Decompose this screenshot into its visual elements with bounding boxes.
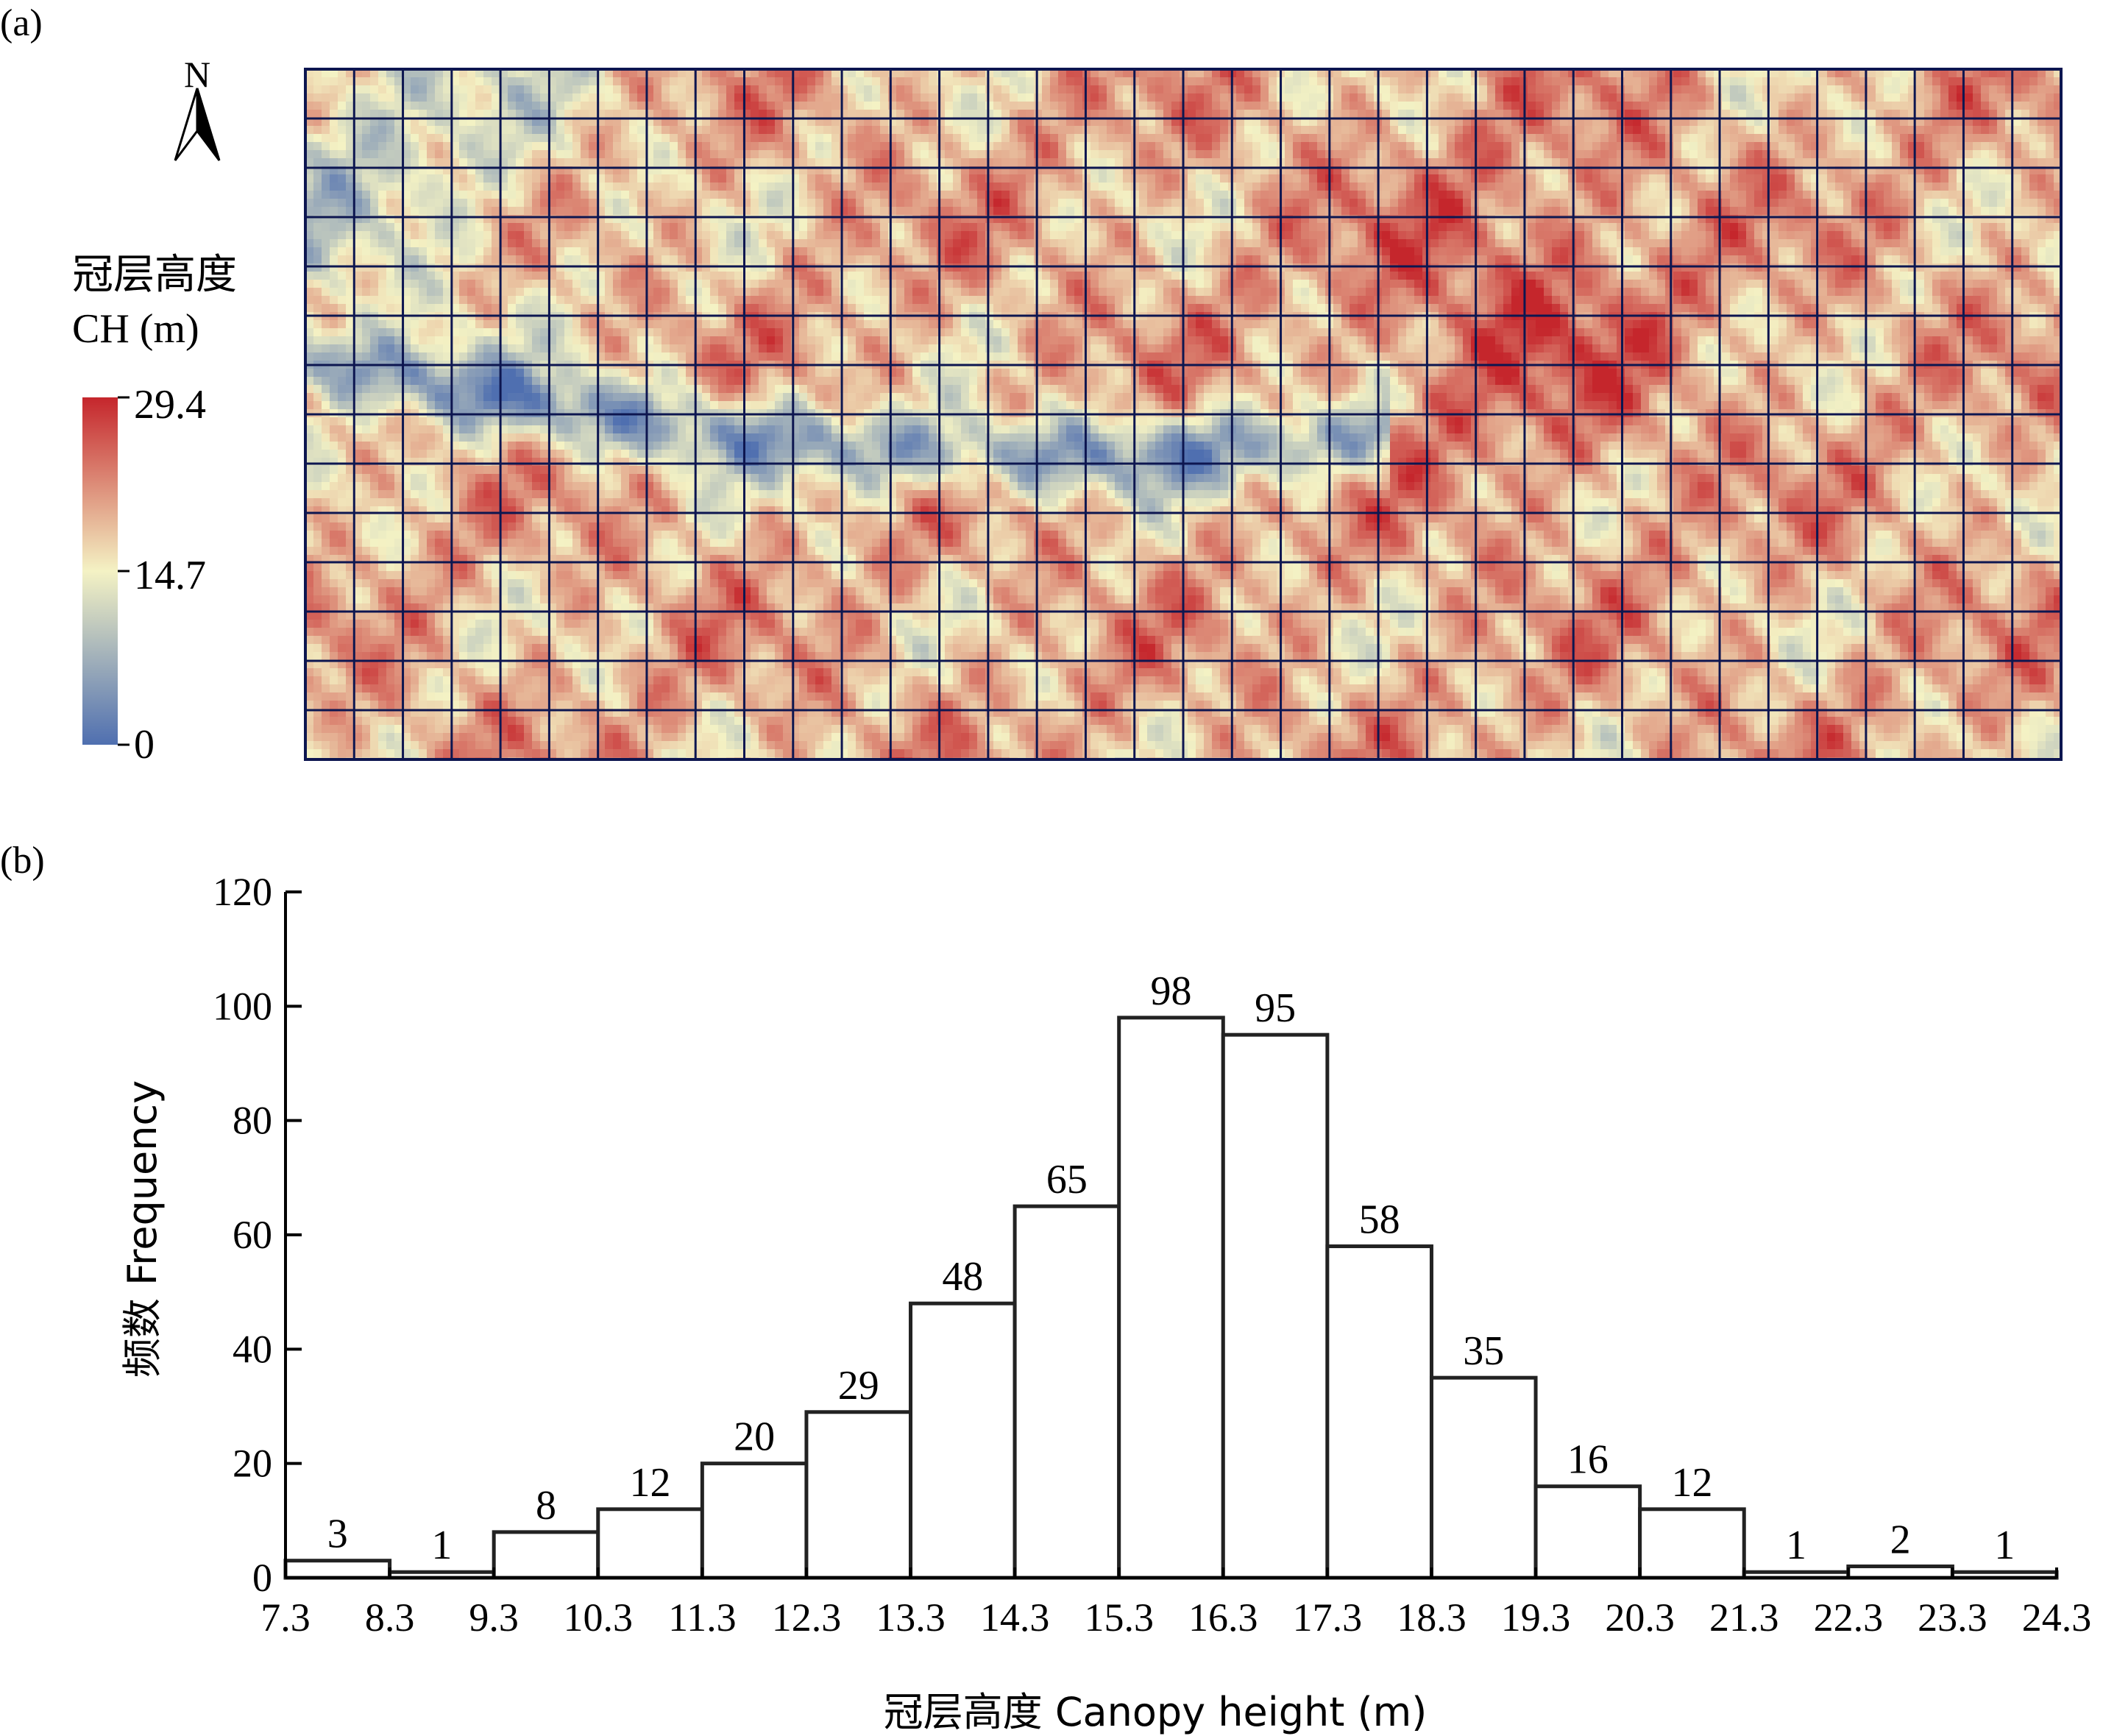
bar-value-label: 2 — [1890, 1517, 1911, 1562]
bar-value-label: 98 — [1151, 968, 1192, 1014]
x-tick-label: 15.3 — [1084, 1595, 1154, 1640]
panel-b-label: (b) — [0, 840, 45, 882]
histogram-bar — [1325, 1244, 1433, 1580]
bar-value-label: 1 — [1994, 1523, 2015, 1568]
map-frame — [304, 68, 2063, 761]
histogram-bar — [909, 1301, 1017, 1580]
x-tick-label: 14.3 — [980, 1595, 1050, 1640]
x-tick-label: 9.3 — [469, 1595, 519, 1640]
x-tick-label: 7.3 — [260, 1595, 311, 1640]
x-tick-label: 21.3 — [1709, 1595, 1779, 1640]
north-label: N — [184, 54, 210, 95]
bar-value-label: 12 — [1671, 1460, 1712, 1506]
colorbar — [82, 397, 118, 745]
histogram-bar — [700, 1462, 809, 1580]
north-arrow-right-half — [196, 88, 221, 161]
legend-tick-max: 29.4 — [134, 382, 206, 428]
y-tick-label: 20 — [233, 1442, 272, 1486]
x-tick-label: 13.3 — [876, 1595, 946, 1640]
histogram-bars — [283, 1016, 2059, 1580]
legend-tick-mid: 14.7 — [134, 553, 206, 598]
colorbar-legend: 冠层高度 CH (m) 29.4 14.7 0 — [72, 251, 237, 768]
y-tick-label: 0 — [252, 1556, 272, 1600]
bar-value-label: 1 — [431, 1523, 452, 1568]
histogram-bar — [492, 1530, 600, 1580]
x-tick-label: 19.3 — [1501, 1595, 1571, 1640]
histogram-bar — [1013, 1204, 1121, 1580]
y-tick-label: 60 — [233, 1213, 272, 1257]
map-grid-lines — [305, 69, 2061, 759]
x-tick-label: 10.3 — [564, 1595, 634, 1640]
histogram-bar — [596, 1507, 704, 1580]
y-tick-label: 80 — [233, 1099, 272, 1143]
bar-value-label: 12 — [630, 1460, 671, 1506]
histogram-bar — [1429, 1375, 1538, 1580]
bar-value-label: 65 — [1046, 1157, 1088, 1202]
legend-title-en: CH (m) — [72, 306, 199, 352]
legend-tick-min: 0 — [134, 722, 155, 768]
x-tick-label: 20.3 — [1605, 1595, 1675, 1640]
x-tick-label: 24.3 — [2022, 1595, 2092, 1640]
x-axis-title: 冠层高度 Canopy height (m) — [884, 1689, 1428, 1735]
y-axis-title: 频数 Frequency — [119, 1080, 166, 1378]
x-tick-label: 16.3 — [1188, 1595, 1258, 1640]
x-tick-label: 17.3 — [1293, 1595, 1363, 1640]
canopy-height-map — [305, 69, 2061, 759]
bar-value-label: 58 — [1359, 1197, 1400, 1243]
bar-value-label: 8 — [536, 1483, 556, 1528]
legend-title-cn: 冠层高度 — [72, 251, 237, 299]
bar-value-label: 95 — [1255, 985, 1296, 1031]
panel-a-label: (a) — [0, 2, 43, 44]
histogram-bar — [1533, 1484, 1642, 1580]
x-tick-label: 18.3 — [1397, 1595, 1467, 1640]
bar-value-label: 35 — [1463, 1328, 1504, 1374]
histogram-bar — [1638, 1507, 1746, 1580]
histogram-bar — [1117, 1016, 1225, 1580]
x-tick-label: 11.3 — [668, 1595, 737, 1640]
x-tick-label: 23.3 — [1918, 1595, 1987, 1640]
histogram-bar — [283, 1559, 392, 1580]
x-tick-label: 8.3 — [365, 1595, 415, 1640]
histogram-bar — [804, 1410, 913, 1580]
x-axis-ticks: 7.3 8.3 9.3 10.3 11.3 12.3 13.3 14.3 15.3 16.3 17.… — [260, 1567, 2091, 1640]
y-tick-label: 40 — [233, 1327, 272, 1371]
x-tick-label: 22.3 — [1814, 1595, 1884, 1640]
x-tick-label: 12.3 — [772, 1595, 842, 1640]
histogram-bar — [1846, 1564, 1954, 1580]
north-arrow-left-half — [174, 88, 199, 161]
bar-value-label: 48 — [942, 1254, 983, 1300]
bar-value-label: 20 — [734, 1414, 775, 1460]
bar-value-label: 3 — [327, 1512, 348, 1557]
bar-value-label: 1 — [1786, 1523, 1806, 1568]
y-tick-label: 120 — [213, 870, 272, 914]
y-tick-label: 100 — [213, 984, 272, 1028]
bar-value-label: 29 — [838, 1363, 879, 1409]
bar-value-label: 16 — [1567, 1437, 1609, 1483]
north-arrow: N — [174, 54, 221, 161]
histogram-bar — [1221, 1032, 1330, 1580]
y-axis-ticks: 0 20 40 60 80 100 120 — [213, 870, 302, 1600]
